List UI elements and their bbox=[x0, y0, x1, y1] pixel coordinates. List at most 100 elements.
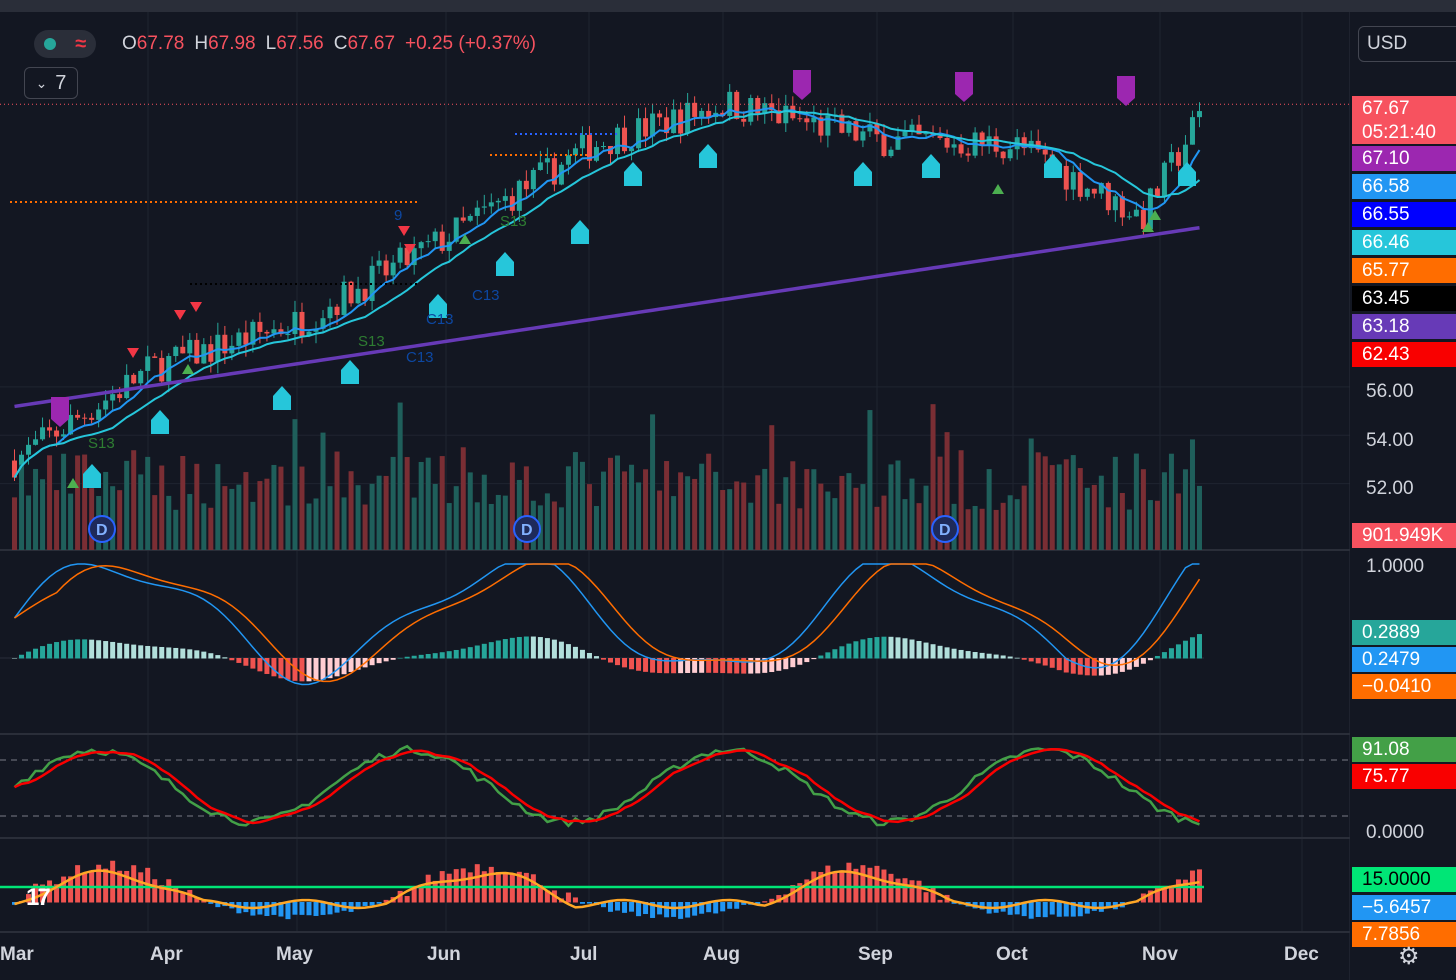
macd-hist-bar bbox=[657, 658, 663, 674]
candle-body bbox=[145, 356, 151, 371]
macd-hist-bar bbox=[243, 658, 249, 666]
macd-hist-bar bbox=[96, 640, 102, 659]
volume-bar bbox=[103, 471, 109, 550]
indicators-collapse-button[interactable]: ⌄ 7 bbox=[24, 67, 78, 99]
chart-canvas[interactable]: S13 S13 S13 C13 C13 C13 9 D D D bbox=[0, 12, 1350, 980]
candle-body bbox=[474, 207, 480, 216]
price-badge: 66.58 bbox=[1352, 174, 1456, 199]
macd-hist-bar bbox=[1133, 658, 1139, 667]
volume-bar bbox=[615, 455, 621, 550]
candle-body bbox=[355, 288, 361, 304]
macd-hist-bar bbox=[397, 657, 403, 659]
candle-body bbox=[159, 357, 165, 382]
volume-bar bbox=[124, 460, 130, 550]
osc-bar bbox=[1021, 902, 1027, 917]
candle-body bbox=[299, 311, 305, 337]
macd-hist-bar bbox=[1168, 648, 1174, 659]
candle-body bbox=[173, 346, 179, 357]
candle-body bbox=[636, 118, 642, 149]
osc-bar bbox=[629, 902, 635, 912]
osc-bar bbox=[460, 868, 466, 903]
settings-gear-icon[interactable]: ⚙ bbox=[1398, 943, 1420, 970]
osc-bar bbox=[355, 902, 361, 909]
down-triangle-icon bbox=[398, 226, 410, 236]
volume-bar bbox=[727, 489, 733, 550]
price-axis-label: 52.00 bbox=[1366, 478, 1414, 499]
volume-bar bbox=[61, 453, 67, 550]
candle-body bbox=[1007, 149, 1013, 159]
low-value: 67.56 bbox=[276, 33, 324, 54]
macd-hist-bar bbox=[608, 658, 613, 663]
osc-bar bbox=[783, 894, 789, 903]
osc-bar bbox=[1035, 902, 1041, 917]
candle-body bbox=[124, 374, 130, 399]
macd-hist-bar bbox=[215, 655, 221, 659]
volume-bar bbox=[1175, 493, 1181, 550]
buy-arrow-icon bbox=[854, 162, 872, 186]
candle-body bbox=[937, 135, 943, 139]
candle-body bbox=[586, 134, 592, 161]
symbol-status-pill[interactable]: ≈ bbox=[34, 30, 96, 58]
volume-bar bbox=[762, 468, 768, 550]
volume-bar bbox=[1049, 465, 1055, 550]
candle-body bbox=[748, 97, 754, 122]
volume-bar bbox=[1147, 500, 1153, 550]
macd-hist-bar bbox=[671, 658, 677, 674]
volume-bar bbox=[481, 474, 487, 550]
macd-hist-bar bbox=[1175, 644, 1181, 659]
candle-body bbox=[1189, 117, 1195, 145]
macd-hist-bar bbox=[692, 658, 698, 673]
volume-bar bbox=[1140, 469, 1146, 550]
volume-bar bbox=[327, 486, 333, 550]
buy-arrow-icon bbox=[83, 464, 101, 488]
volume-bar bbox=[180, 455, 186, 550]
currency-selector[interactable]: USD bbox=[1358, 26, 1456, 62]
candle-body bbox=[650, 113, 656, 137]
price-badge: 66.55 bbox=[1352, 202, 1456, 227]
osc-bar bbox=[173, 887, 179, 903]
up-triangle-icon bbox=[459, 234, 471, 244]
osc-bar bbox=[846, 862, 852, 903]
candle-body bbox=[1098, 182, 1104, 194]
candle-body bbox=[523, 180, 529, 190]
macd-hist-bar bbox=[720, 658, 726, 674]
price-badge: 67.10 bbox=[1352, 146, 1456, 171]
macd-hist-bar bbox=[320, 658, 326, 680]
volume-bar bbox=[362, 504, 368, 550]
macd-hist-bar bbox=[867, 637, 873, 659]
macd-hist-bar bbox=[481, 643, 487, 659]
candle-body bbox=[888, 149, 894, 157]
macd-hist-bar bbox=[530, 636, 536, 659]
month-label: Jul bbox=[570, 944, 598, 965]
buy-arrow-icon bbox=[496, 252, 514, 276]
ma-fast-line bbox=[13, 107, 1201, 479]
osc-bar bbox=[853, 868, 859, 903]
candle-body bbox=[250, 321, 256, 345]
volume-bar bbox=[1154, 500, 1160, 550]
candle-body bbox=[481, 206, 487, 208]
volume-bar bbox=[1056, 464, 1062, 550]
candle-body bbox=[516, 180, 522, 211]
candle-body bbox=[467, 215, 473, 221]
dividend-icon bbox=[513, 515, 541, 543]
volume-bar bbox=[600, 471, 606, 550]
osc-bar bbox=[96, 864, 102, 903]
macd-hist-bar bbox=[1126, 658, 1132, 670]
market-open-dot-icon bbox=[43, 38, 56, 50]
volume-bar bbox=[916, 503, 922, 550]
macd-hist-bar bbox=[1189, 637, 1195, 659]
osc-bar bbox=[923, 892, 929, 903]
candle-body bbox=[699, 110, 705, 117]
osc-bar bbox=[713, 902, 719, 914]
candle-body bbox=[1175, 152, 1181, 166]
candle-body bbox=[551, 158, 557, 185]
osc-bar bbox=[68, 876, 74, 903]
volume-bar bbox=[404, 457, 410, 550]
volume-bar bbox=[734, 481, 740, 550]
volume-bar bbox=[685, 476, 691, 550]
macd-hist-bar bbox=[474, 645, 480, 659]
down-triangle-icon bbox=[127, 348, 139, 358]
osc-bar bbox=[502, 874, 508, 903]
osc-bar bbox=[951, 902, 957, 904]
dividend-icon bbox=[88, 515, 116, 543]
